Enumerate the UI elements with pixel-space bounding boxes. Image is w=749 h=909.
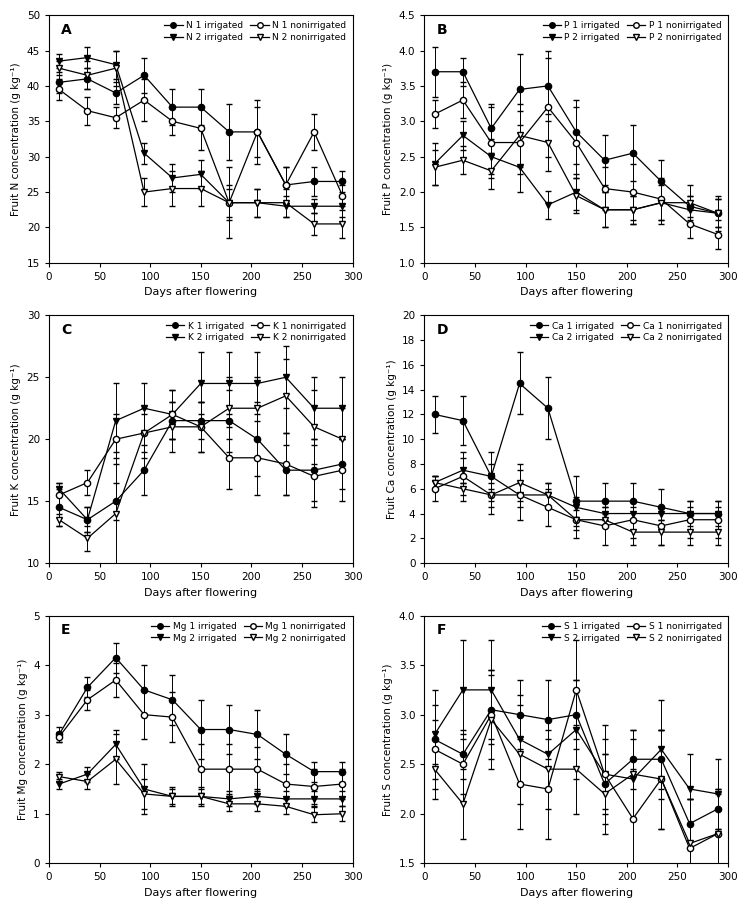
X-axis label: Days after flowering: Days after flowering	[520, 287, 633, 297]
Legend: S 1 irrigated, S 2 irrigated, S 1 nonirrigated, S 2 nonirrigated: S 1 irrigated, S 2 irrigated, S 1 nonirr…	[540, 620, 724, 644]
Legend: N 1 irrigated, N 2 irrigated, N 1 nonirrigated, N 2 nonirrigated: N 1 irrigated, N 2 irrigated, N 1 nonirr…	[163, 20, 348, 44]
Legend: K 1 irrigated, K 2 irrigated, K 1 nonirrigated, K 2 nonirrigated: K 1 irrigated, K 2 irrigated, K 1 nonirr…	[164, 320, 348, 345]
Text: B: B	[437, 23, 447, 36]
Text: E: E	[61, 623, 70, 637]
X-axis label: Days after flowering: Days after flowering	[520, 587, 633, 597]
Text: A: A	[61, 23, 72, 36]
Y-axis label: Fruit Mg concentration (g kg⁻¹): Fruit Mg concentration (g kg⁻¹)	[18, 659, 28, 820]
Y-axis label: Fruit S concentration (g kg⁻¹): Fruit S concentration (g kg⁻¹)	[383, 664, 393, 815]
Legend: P 1 irrigated, P 2 irrigated, P 1 nonirrigated, P 2 nonirrigated: P 1 irrigated, P 2 irrigated, P 1 nonirr…	[541, 20, 724, 44]
Y-axis label: Fruit N concentration (g kg⁻¹): Fruit N concentration (g kg⁻¹)	[11, 62, 21, 215]
Y-axis label: Fruit K concentration (g kg⁻¹): Fruit K concentration (g kg⁻¹)	[11, 363, 21, 515]
X-axis label: Days after flowering: Days after flowering	[520, 888, 633, 898]
Text: F: F	[437, 623, 446, 637]
X-axis label: Days after flowering: Days after flowering	[145, 587, 258, 597]
Legend: Mg 1 irrigated, Mg 2 irrigated, Mg 1 nonirrigated, Mg 2 nonirrigated: Mg 1 irrigated, Mg 2 irrigated, Mg 1 non…	[149, 620, 348, 644]
Text: D: D	[437, 323, 448, 336]
Text: C: C	[61, 323, 71, 336]
X-axis label: Days after flowering: Days after flowering	[145, 287, 258, 297]
Y-axis label: Fruit Ca concentration (g kg⁻¹): Fruit Ca concentration (g kg⁻¹)	[386, 359, 397, 519]
Y-axis label: Fruit P concentration (g kg⁻¹): Fruit P concentration (g kg⁻¹)	[383, 63, 393, 215]
X-axis label: Days after flowering: Days after flowering	[145, 888, 258, 898]
Legend: Ca 1 irrigated, Ca 2 irrigated, Ca 1 nonirrigated, Ca 2 nonirrigated: Ca 1 irrigated, Ca 2 irrigated, Ca 1 non…	[528, 320, 724, 345]
